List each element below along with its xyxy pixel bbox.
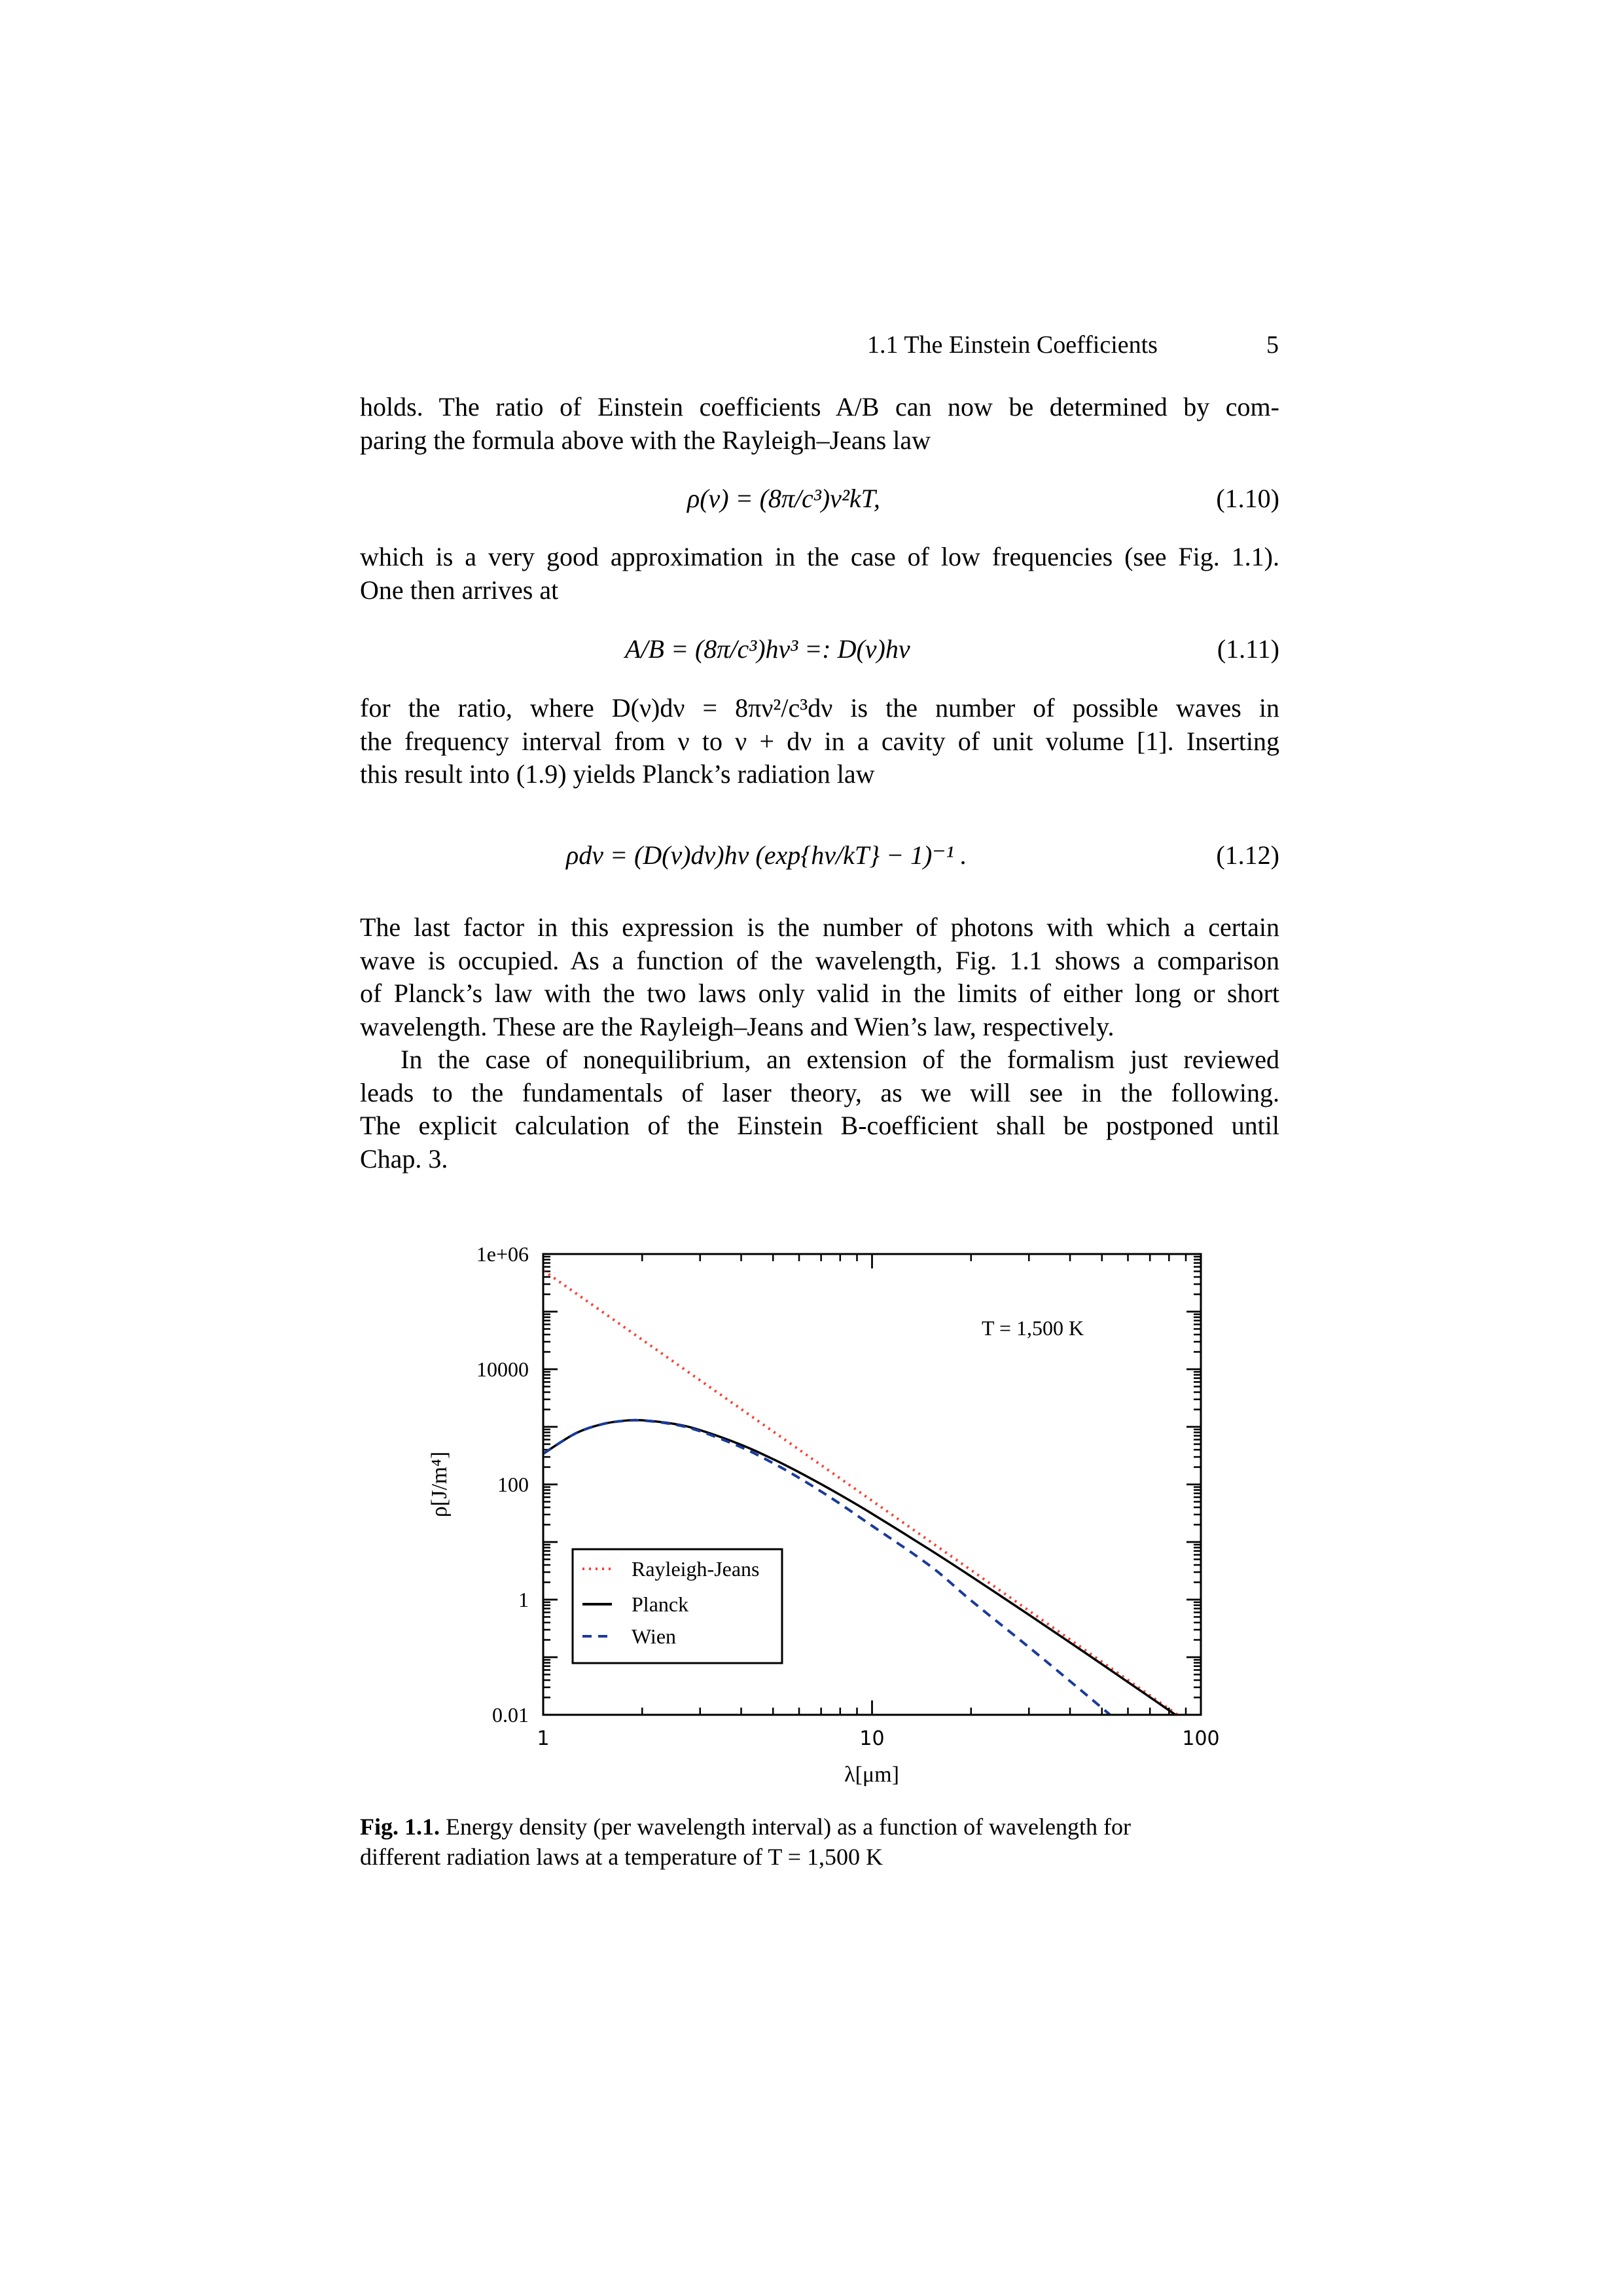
y-tick-label: 1 (518, 1588, 529, 1611)
text-line: for the ratio, where D(ν)dν = 8πν²/c³dν … (360, 693, 1279, 723)
legend-label-planck: Planck (632, 1592, 688, 1616)
legend-label-rayleigh-jeans: Rayleigh-Jeans (632, 1557, 760, 1581)
caption-label: Fig. 1.1. (360, 1814, 440, 1840)
paragraph-4: The last factor in this expression is th… (360, 911, 1279, 1175)
text-line: holds. The ratio of Einstein coefficient… (360, 392, 1279, 422)
legend-box (571, 1548, 783, 1664)
caption-text-2: different radiation laws at a temperatur… (360, 1844, 883, 1870)
text-line: leads to the fundamentals of laser theor… (360, 1077, 1279, 1107)
y-tick-label: 0.01 (492, 1703, 529, 1727)
series-rayleigh-jeans (543, 1269, 1179, 1715)
text-line: One then arrives at (360, 575, 559, 605)
series-wien (543, 1418, 1111, 1715)
y-tick-label: 1e+06 (476, 1242, 529, 1266)
equation-number: (1.12) (1216, 840, 1279, 870)
equation-number: (1.10) (1216, 484, 1279, 513)
text-line: The last factor in this expression is th… (360, 912, 1279, 942)
paragraph-2: which is a very good approximation in th… (360, 541, 1279, 607)
text-line: this result into (1.9) yields Planck’s r… (360, 759, 875, 789)
page-number: 5 (1266, 331, 1279, 359)
paragraph-3: for the ratio, where D(ν)dν = 8πν²/c³dν … (360, 692, 1279, 791)
legend-label-wien: Wien (632, 1624, 676, 1648)
text-line: the frequency interval from ν to ν + dν … (360, 726, 1279, 756)
y-tick-label: 10000 (476, 1357, 529, 1381)
running-header: 1.1 The Einstein Coefficients (867, 331, 1158, 359)
equation-1-10: ρ(ν) = (8π/c³)ν²kT, (687, 484, 880, 513)
figure-caption: Fig. 1.1. Energy density (per wavelength… (360, 1812, 1279, 1872)
legend: Rayleigh-Jeans Planck Wien (571, 1548, 783, 1664)
text-line: wavelength. These are the Rayleigh–Jeans… (360, 1011, 1115, 1041)
series-planck (543, 1418, 1178, 1715)
text-line: wave is occupied. As a function of the w… (360, 945, 1279, 975)
text-line: paring the formula above with the Raylei… (360, 425, 931, 455)
text-line: Chap. 3. (360, 1143, 448, 1174)
x-tick-label: 100 (1182, 1727, 1219, 1750)
x-axis-label: λ[μm] (844, 1763, 899, 1787)
plot-frame (542, 1253, 1202, 1716)
text-line: of Planck’s law with the two laws only v… (360, 978, 1279, 1008)
temperature-annotation: T = 1,500 K (982, 1316, 1084, 1340)
y-axis-label: ρ[J/m⁴] (427, 1452, 452, 1518)
caption-text: Energy density (per wavelength interval)… (446, 1814, 1131, 1840)
text-line: which is a very good approximation in th… (360, 542, 1279, 571)
y-tick-label: 100 (497, 1473, 529, 1496)
x-tick-label: 10 (859, 1727, 884, 1750)
x-tick-label: 1 (537, 1727, 549, 1750)
equation-1-11: A/B = (8π/c³)hν³ =: D(ν)hν (625, 634, 910, 664)
equation-1-12: ρdν = (D(ν)dν)hν (exp{hν/kT} − 1)⁻¹ . (566, 840, 967, 870)
text-line: In the case of nonequilibrium, an extens… (401, 1045, 1279, 1074)
text-line: The explicit calculation of the Einstein… (360, 1111, 1279, 1140)
paragraph-1: holds. The ratio of Einstein coefficient… (360, 391, 1279, 457)
equation-number: (1.11) (1217, 634, 1279, 664)
